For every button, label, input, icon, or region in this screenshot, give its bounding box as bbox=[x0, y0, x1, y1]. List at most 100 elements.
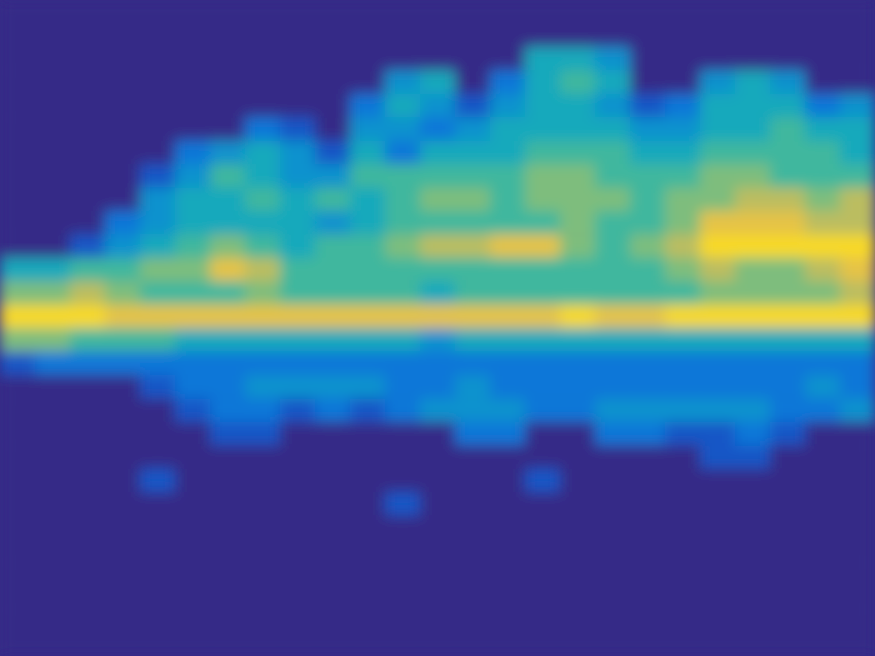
heatmap-cell bbox=[140, 234, 176, 258]
heatmap-cell bbox=[700, 187, 736, 211]
heatmap-cell bbox=[700, 47, 736, 71]
heatmap-cell bbox=[385, 351, 421, 375]
heatmap-cell bbox=[735, 586, 771, 610]
heatmap-cell bbox=[280, 492, 316, 516]
heatmap-cell bbox=[105, 398, 141, 422]
heatmap-cell bbox=[350, 609, 386, 633]
heatmap-cell bbox=[350, 398, 386, 422]
heatmap-cell bbox=[525, 47, 561, 71]
heatmap-cell bbox=[70, 187, 106, 211]
heatmap-cell bbox=[385, 117, 421, 141]
heatmap-cell bbox=[210, 0, 246, 24]
heatmap-cell bbox=[525, 375, 561, 399]
heatmap-cell bbox=[210, 281, 246, 305]
heatmap-cell bbox=[455, 70, 491, 94]
heatmap-cell bbox=[245, 141, 281, 165]
heatmap-cell bbox=[105, 562, 141, 586]
heatmap-cell bbox=[525, 492, 561, 516]
heatmap-cell bbox=[665, 117, 701, 141]
heatmap-cell bbox=[525, 633, 561, 656]
heatmap-cell bbox=[490, 422, 526, 446]
heatmap-cell bbox=[735, 94, 771, 118]
heatmap-cell bbox=[385, 586, 421, 610]
heatmap-cell bbox=[700, 609, 736, 633]
heatmap-cell bbox=[175, 328, 211, 352]
heatmap-cell bbox=[805, 281, 841, 305]
heatmap-cell bbox=[350, 492, 386, 516]
heatmap-cell bbox=[525, 305, 561, 329]
heatmap-cell bbox=[455, 351, 491, 375]
heatmap-cell bbox=[420, 586, 456, 610]
heatmap-cell bbox=[140, 258, 176, 282]
heatmap-cell bbox=[280, 633, 316, 656]
heatmap-cell bbox=[665, 422, 701, 446]
heatmap-cell bbox=[315, 305, 351, 329]
heatmap-cell bbox=[420, 258, 456, 282]
heatmap-cell bbox=[210, 609, 246, 633]
heatmap-cell bbox=[105, 609, 141, 633]
heatmap-cell bbox=[735, 141, 771, 165]
heatmap-cell bbox=[490, 23, 526, 47]
heatmap-cell bbox=[210, 586, 246, 610]
heatmap-cell bbox=[140, 633, 176, 656]
heatmap-cell bbox=[525, 515, 561, 539]
heatmap-cell bbox=[70, 539, 106, 563]
heatmap-cell bbox=[105, 94, 141, 118]
heatmap-cell bbox=[560, 234, 596, 258]
heatmap-cell bbox=[105, 305, 141, 329]
heatmap-cell bbox=[420, 187, 456, 211]
heatmap-cell bbox=[280, 445, 316, 469]
heatmap-cell bbox=[455, 0, 491, 24]
heatmap-cell bbox=[630, 70, 666, 94]
heatmap-cell bbox=[420, 422, 456, 446]
heatmap-cell bbox=[140, 375, 176, 399]
heatmap-cell bbox=[0, 258, 36, 282]
heatmap-cell bbox=[490, 305, 526, 329]
heatmap-cell bbox=[105, 586, 141, 610]
heatmap-cell bbox=[420, 492, 456, 516]
heatmap-cell bbox=[805, 633, 841, 656]
heatmap-cell bbox=[70, 375, 106, 399]
heatmap-cell bbox=[525, 187, 561, 211]
heatmap-cell bbox=[175, 398, 211, 422]
heatmap-cell bbox=[280, 351, 316, 375]
heatmap-cell bbox=[140, 586, 176, 610]
heatmap-cell bbox=[560, 586, 596, 610]
heatmap-cell bbox=[840, 633, 875, 656]
heatmap-cell bbox=[70, 94, 106, 118]
heatmap-cell bbox=[210, 234, 246, 258]
heatmap-cell bbox=[490, 164, 526, 188]
heatmap-cell bbox=[770, 117, 806, 141]
heatmap-cell bbox=[385, 562, 421, 586]
heatmap-cell bbox=[665, 469, 701, 493]
heatmap-cell bbox=[735, 164, 771, 188]
heatmap-cell bbox=[175, 47, 211, 71]
heatmap-cell bbox=[525, 141, 561, 165]
heatmap-cell bbox=[105, 492, 141, 516]
heatmap-cell bbox=[455, 164, 491, 188]
heatmap-cell bbox=[350, 70, 386, 94]
heatmap-cell bbox=[770, 351, 806, 375]
heatmap-cell bbox=[770, 258, 806, 282]
heatmap-cell bbox=[245, 234, 281, 258]
heatmap-cell bbox=[140, 515, 176, 539]
heatmap-cell bbox=[385, 47, 421, 71]
heatmap-cell bbox=[805, 164, 841, 188]
heatmap-cell bbox=[665, 0, 701, 24]
heatmap-cell bbox=[770, 141, 806, 165]
heatmap-cell bbox=[175, 23, 211, 47]
heatmap-cell bbox=[700, 375, 736, 399]
heatmap-cell bbox=[105, 351, 141, 375]
heatmap-cell bbox=[35, 70, 71, 94]
heatmap-cell bbox=[840, 586, 875, 610]
heatmap-cell bbox=[420, 445, 456, 469]
heatmap-cell bbox=[525, 469, 561, 493]
heatmap-cell bbox=[210, 117, 246, 141]
heatmap-cell bbox=[455, 492, 491, 516]
heatmap-cell bbox=[315, 94, 351, 118]
heatmap-cell bbox=[175, 515, 211, 539]
heatmap-cell bbox=[210, 422, 246, 446]
heatmap-cell bbox=[525, 70, 561, 94]
heatmap-cell bbox=[665, 47, 701, 71]
heatmap-cell bbox=[560, 141, 596, 165]
